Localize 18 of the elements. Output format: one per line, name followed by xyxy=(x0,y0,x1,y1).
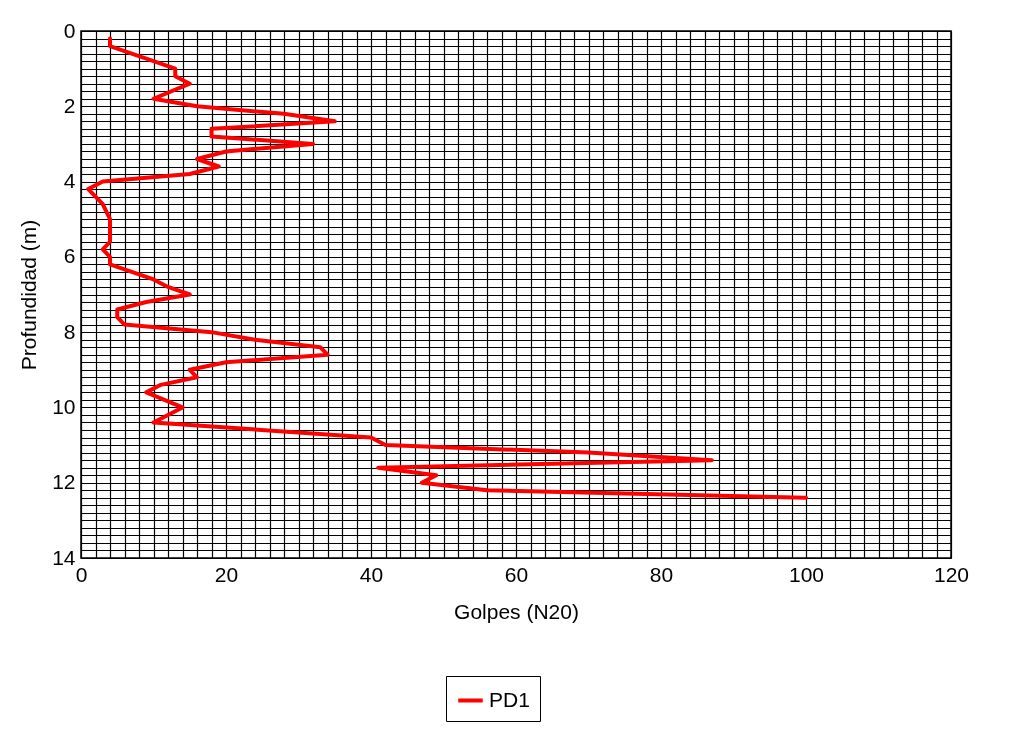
y-tick-label: 0 xyxy=(63,18,76,42)
y-axis-title: Profundidad (m) xyxy=(17,219,41,371)
y-tick-label: 10 xyxy=(52,394,76,418)
x-tick-label: 120 xyxy=(933,562,970,586)
y-tick-label: 8 xyxy=(63,319,76,343)
y-tick-label: 4 xyxy=(63,169,76,193)
x-axis-title: Golpes (N20) xyxy=(454,599,579,623)
x-tick-label: 20 xyxy=(214,562,239,586)
y-tick-label: 14 xyxy=(52,545,76,569)
y-tick-label: 6 xyxy=(63,244,76,268)
line-series xyxy=(86,36,808,500)
y-tick-label: 12 xyxy=(52,470,76,494)
x-tick-label: 100 xyxy=(788,562,825,586)
y-tick-label: 2 xyxy=(63,93,76,117)
x-tick-label: 80 xyxy=(649,562,674,586)
x-tick-label: 40 xyxy=(359,562,384,586)
legend-label: PD1 xyxy=(489,687,530,711)
x-tick-label: 60 xyxy=(504,562,529,586)
